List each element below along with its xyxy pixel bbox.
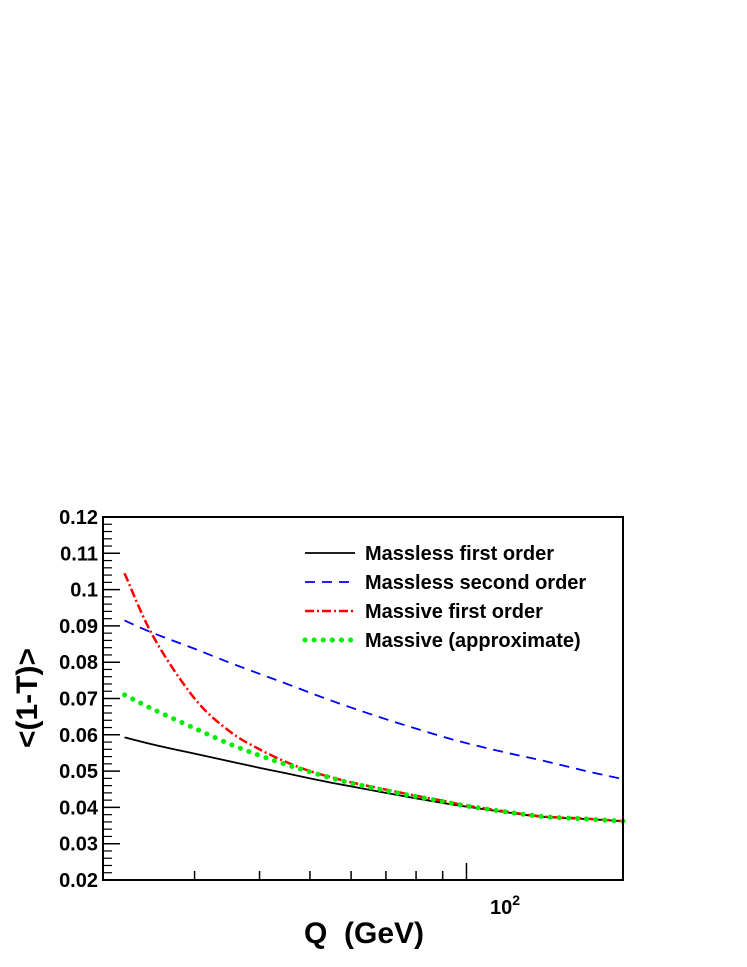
- series-line-4: [122, 692, 626, 824]
- y-axis-ticks: 0.02 0.03 0.04 0.05 0.06 0.07 0.08 0.09 0.1 0.11 0…: [59, 507, 120, 892]
- y-tick-label: 0.11: [60, 543, 98, 565]
- y-tick-label: 0.12: [59, 507, 98, 529]
- y-tick-label: 0.04: [59, 797, 99, 819]
- plot-series: [122, 572, 626, 824]
- y-tick-label: 0.02: [59, 870, 98, 892]
- series-line-1: [124, 736, 624, 823]
- y-tick-label: 0.1: [70, 580, 98, 602]
- y-tick-label: 0.07: [59, 689, 98, 711]
- y-tick-label: 0.03: [59, 834, 98, 856]
- y-tick-label: 0.08: [59, 652, 98, 674]
- y-tick-label: 0.09: [59, 616, 98, 638]
- legend-label: Massive (approximate): [365, 630, 581, 652]
- y-tick-label: 0.06: [59, 725, 98, 747]
- series-line-2: [124, 619, 624, 780]
- y-axis-title: <(1-T)>: [11, 648, 44, 748]
- plot-frame: [102, 516, 624, 881]
- y-tick-label: 0.05: [59, 761, 98, 783]
- legend-label: Massless first order: [365, 543, 554, 565]
- x-axis-ticks: [102, 863, 624, 880]
- x-axis-title: Q (GeV): [304, 917, 424, 950]
- x-tick-label-100: 102: [490, 892, 520, 919]
- legend-label: Massless second order: [365, 572, 586, 594]
- legend-label: Massive first order: [365, 601, 543, 623]
- legend: Massless first order Massless second orde…: [302, 543, 586, 652]
